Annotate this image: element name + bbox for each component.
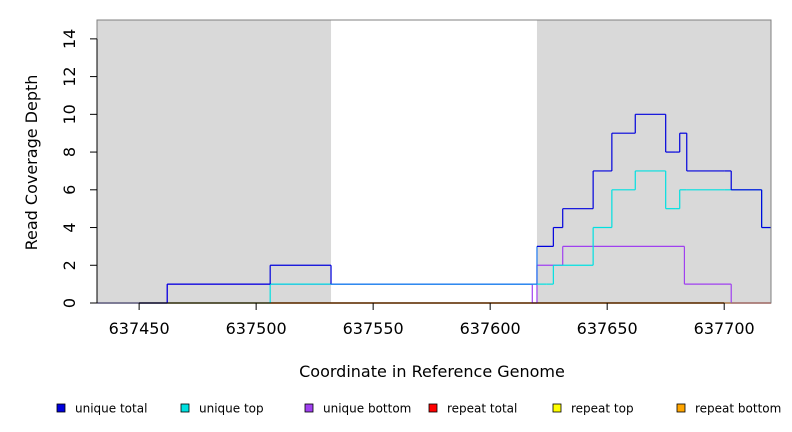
x-tick-label: 637450 [109,319,170,338]
y-tick-label: 0 [60,298,79,308]
y-tick-label: 2 [60,260,79,270]
legend-swatch-repeat-total [428,403,438,413]
legend-label-unique-top: unique top [199,402,264,416]
shaded-region-1 [97,20,332,303]
legend-label-repeat-total: repeat total [447,402,517,416]
y-tick-label: 12 [60,66,79,86]
y-axis: 0 2 4 6 8 10 12 14 [60,29,98,308]
y-tick-label: 10 [60,104,79,124]
y-tick-label: 4 [60,222,79,232]
x-tick-label: 637650 [577,319,638,338]
legend-swatch-repeat-top [552,403,562,413]
x-axis-title: Coordinate in Reference Genome [299,362,565,381]
y-tick-label: 8 [60,147,79,157]
legend-swatch-unique-bottom [304,403,314,413]
y-tick-label: 14 [60,29,79,49]
shaded-regions [97,20,771,303]
x-tick-label: 637500 [226,319,287,338]
x-tick-label: 637600 [460,319,521,338]
x-tick-label: 637700 [694,319,755,338]
legend-swatch-unique-top [180,403,190,413]
legend: unique total unique top unique bottom repea… [56,402,781,416]
x-tick-label: 637550 [343,319,404,338]
legend-swatch-repeat-bottom [676,403,686,413]
x-axis: 637450 637500 637550 637600 637650 637700 [109,302,755,338]
legend-label-repeat-bottom: repeat bottom [695,402,781,416]
legend-label-unique-total: unique total [75,402,147,416]
y-tick-label: 6 [60,185,79,195]
legend-label-unique-bottom: unique bottom [323,402,411,416]
legend-swatch-unique-total [56,403,66,413]
legend-label-repeat-top: repeat top [571,402,634,416]
y-axis-title: Read Coverage Depth [22,75,41,251]
shaded-region-2 [536,20,771,303]
